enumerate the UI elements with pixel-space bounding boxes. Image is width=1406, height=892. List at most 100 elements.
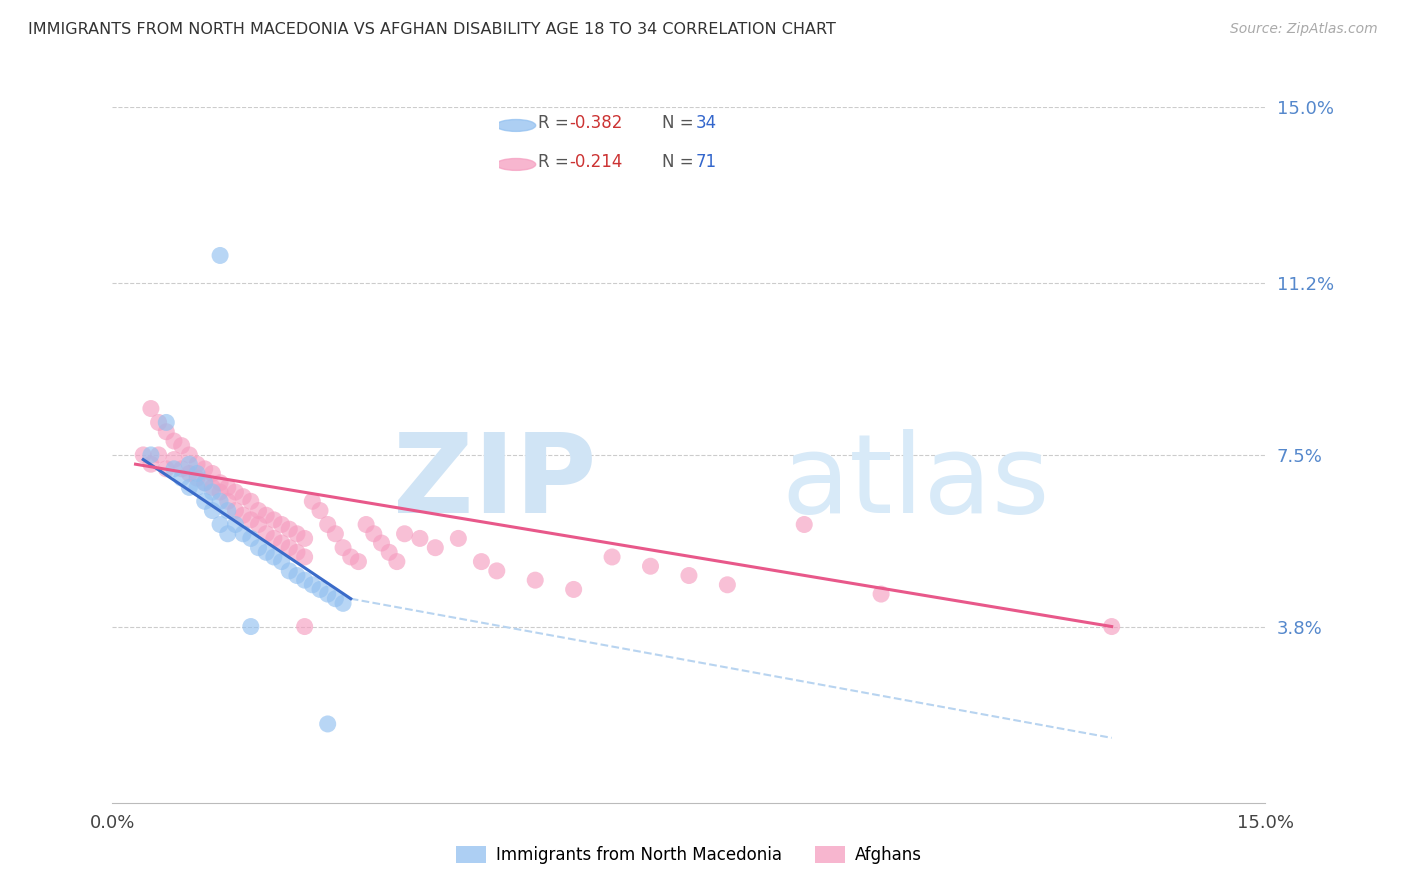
Point [332,596,354,610]
Point [186,467,208,481]
Point [1101,619,1123,633]
Point [179,467,201,481]
Point [600,549,623,564]
Text: -0.214: -0.214 [569,153,623,171]
Point [325,526,347,541]
Text: N =: N = [662,114,699,132]
Point [170,462,193,476]
Text: ZIP: ZIP [394,429,596,536]
Point [301,494,323,508]
Point [179,480,201,494]
Point [201,503,224,517]
Point [224,503,246,517]
Point [425,541,447,555]
Point [186,457,208,471]
Point [239,619,262,633]
Point [217,526,239,541]
Point [354,517,377,532]
Point [132,448,155,462]
Point [270,536,292,550]
Point [179,448,201,462]
Point [163,462,186,476]
Point [347,555,370,569]
Point [155,416,177,430]
Point [385,555,408,569]
Point [209,475,232,490]
Point [285,526,308,541]
Point [194,494,217,508]
Point [524,573,547,587]
Point [139,401,162,416]
Text: IMMIGRANTS FROM NORTH MACEDONIA VS AFGHAN DISABILITY AGE 18 TO 34 CORRELATION CH: IMMIGRANTS FROM NORTH MACEDONIA VS AFGHA… [28,22,837,37]
Point [254,526,277,541]
Point [155,462,177,476]
Point [263,532,285,546]
Point [217,480,239,494]
Point [239,513,262,527]
Text: 71: 71 [696,153,717,171]
Point [370,536,392,550]
Point [285,545,308,559]
Point [201,467,224,481]
Point [278,564,301,578]
Point [316,517,339,532]
Point [163,434,186,448]
Point [179,457,201,471]
Point [562,582,585,597]
Point [793,517,815,532]
Point [139,457,162,471]
Point [301,578,323,592]
Point [716,578,738,592]
Point [170,439,193,453]
Point [640,559,662,574]
Point [447,532,470,546]
Point [285,568,308,582]
Point [163,452,186,467]
Circle shape [496,159,536,170]
Text: atlas: atlas [782,429,1050,536]
Point [224,485,246,500]
Circle shape [496,120,536,131]
Point [186,480,208,494]
Point [194,462,217,476]
Point [232,526,254,541]
Point [247,541,270,555]
Point [247,517,270,532]
Point [217,494,239,508]
Point [316,587,339,601]
Point [294,619,316,633]
Point [232,508,254,523]
Point [378,545,401,559]
Point [363,526,385,541]
Point [232,490,254,504]
Point [194,475,217,490]
Point [470,555,492,569]
Point [485,564,508,578]
Text: Source: ZipAtlas.com: Source: ZipAtlas.com [1230,22,1378,37]
Point [325,591,347,606]
Point [209,517,232,532]
Point [194,475,217,490]
Point [294,549,316,564]
Point [263,549,285,564]
Point [678,568,700,582]
Point [409,532,432,546]
Point [155,425,177,439]
Point [294,532,316,546]
Point [170,471,193,485]
Point [209,494,232,508]
Point [247,503,270,517]
Point [201,485,224,500]
Point [201,480,224,494]
Point [186,471,208,485]
Text: N =: N = [662,153,699,171]
Point [870,587,893,601]
Point [239,532,262,546]
Point [270,517,292,532]
Point [148,448,170,462]
Point [209,248,232,262]
Point [239,494,262,508]
Point [278,541,301,555]
Point [224,517,246,532]
Legend: Immigrants from North Macedonia, Afghans: Immigrants from North Macedonia, Afghans [449,839,929,871]
